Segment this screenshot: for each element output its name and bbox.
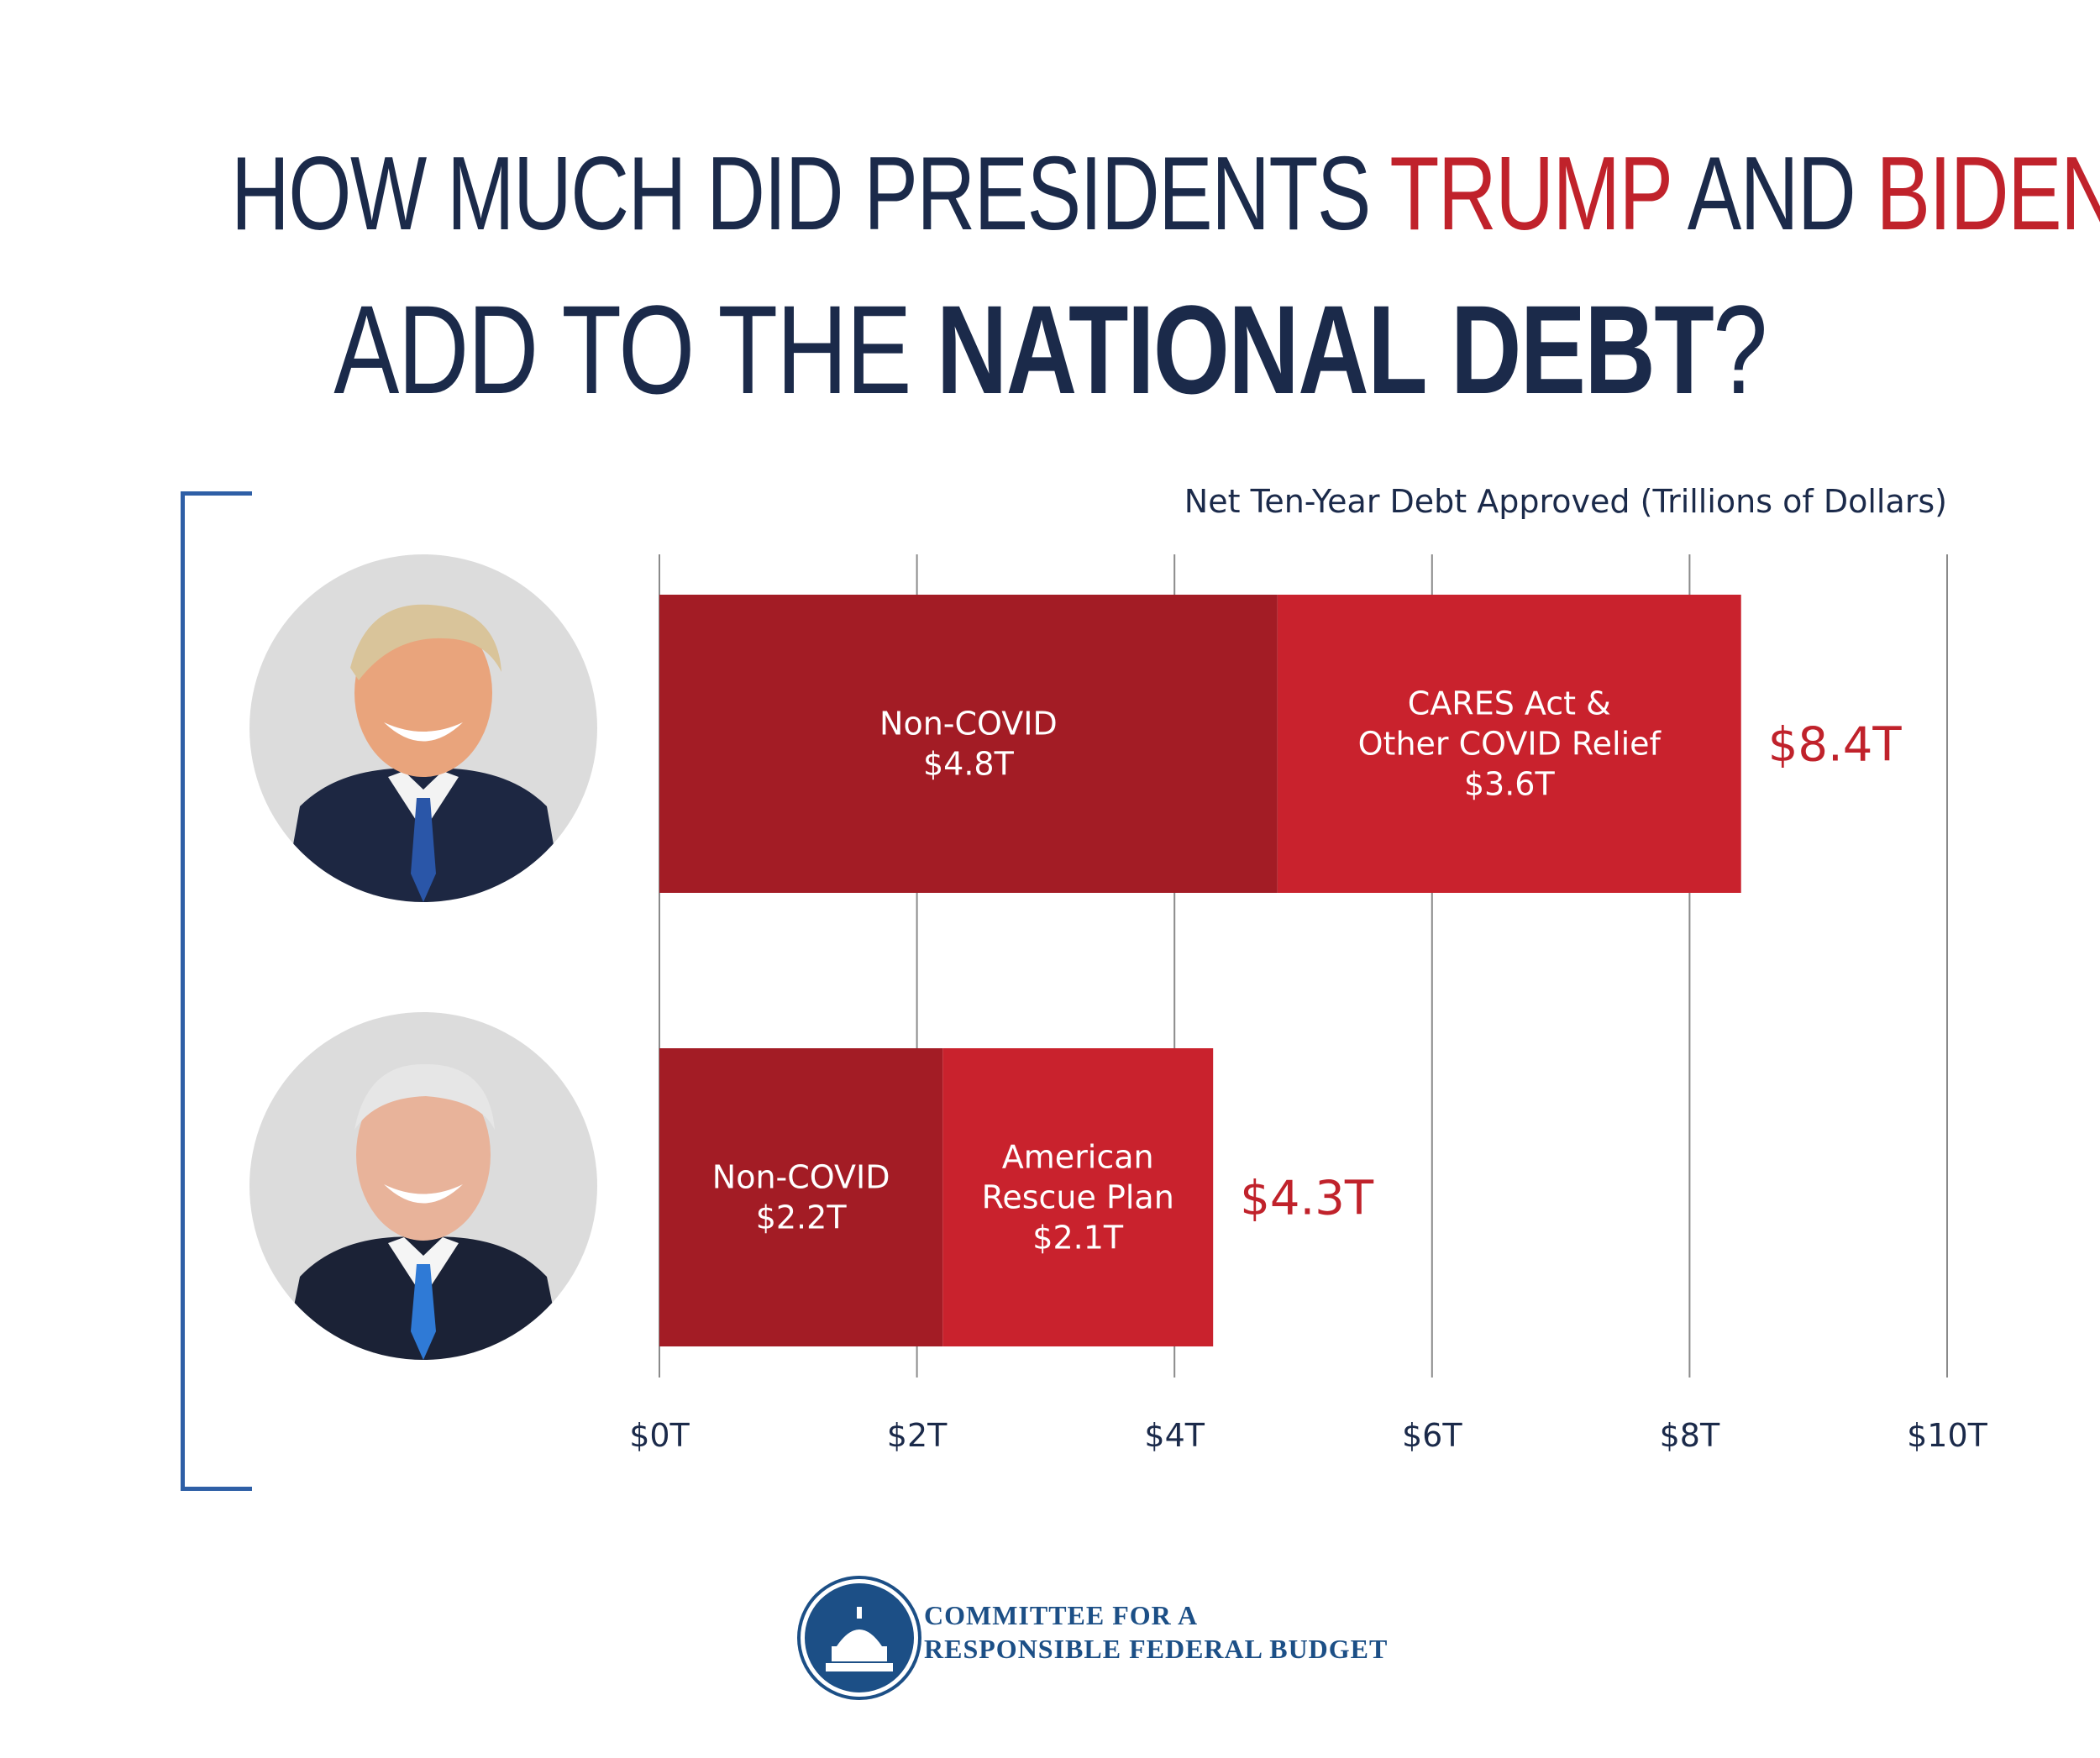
x-tick-label: $6T [1402,1417,1462,1454]
trump-segment-label: Other COVID Relief [1358,726,1662,763]
logo-text-line-2: RESPONSIBLE FEDERAL BUDGET [924,1634,1389,1664]
capitol-dome-icon [826,1607,893,1671]
biden-portrait-icon [283,1063,564,1360]
biden-segment-label: Non-COVID [712,1159,890,1196]
trump-bar-segment-1 [659,595,1278,893]
title-text-1: HOW MUCH DID PRESIDENTS [231,136,1390,252]
trump-total-label: $8.4T [1768,718,1903,773]
biden-segment-label: $2.1T [1032,1220,1124,1257]
biden-bar-segment-2 [942,1048,1214,1346]
title-and: AND [1670,136,1877,252]
chart-tick-labels: $0T $2T $4T $6T $8T $10T [629,1417,1987,1454]
title-national-debt: NATIONAL DEBT [936,279,1714,420]
title-line-2: ADD TO THE NATIONAL DEBT? [231,277,1869,422]
left-bracket [181,491,252,1491]
x-tick-label: $10T [1907,1417,1988,1454]
biden-bar-segment-1 [659,1048,943,1346]
title-question-mark: ? [1713,279,1767,420]
x-tick-label: $0T [629,1417,690,1454]
trump-segment-label: $3.6T [1464,766,1556,803]
title-text-2: ADD TO THE [333,279,937,420]
trump-segment-label: Non-COVID [879,706,1058,743]
logo-text-line-1: COMMITTEE FOR A [924,1600,1199,1630]
chart-axis-title: Net Ten-Year Debt Approved (Trillions of… [1184,483,1947,520]
trump-portrait [249,554,597,902]
title-biden: BIDEN [1876,136,2100,252]
trump-bar-segment-2 [1277,595,1741,893]
x-tick-label: $2T [887,1417,948,1454]
biden-segment-label: American [1002,1139,1154,1176]
trump-segment-label: CARES Act & [1408,685,1611,722]
x-tick-label: $8T [1660,1417,1720,1454]
biden-segment-label: $2.2T [756,1199,848,1236]
title-line-1: HOW MUCH DID PRESIDENTS TRUMP AND BIDEN [231,134,2100,254]
title-trump: TRUMP [1389,136,1672,252]
biden-portrait [249,1012,597,1360]
x-tick-label: $4T [1144,1417,1205,1454]
trump-portrait-icon [283,604,564,902]
biden-total-label: $4.3T [1240,1172,1374,1226]
crfb-logo [801,1579,918,1697]
biden-segment-label: Rescue Plan [982,1179,1174,1216]
trump-segment-label: $4.8T [923,746,1015,783]
